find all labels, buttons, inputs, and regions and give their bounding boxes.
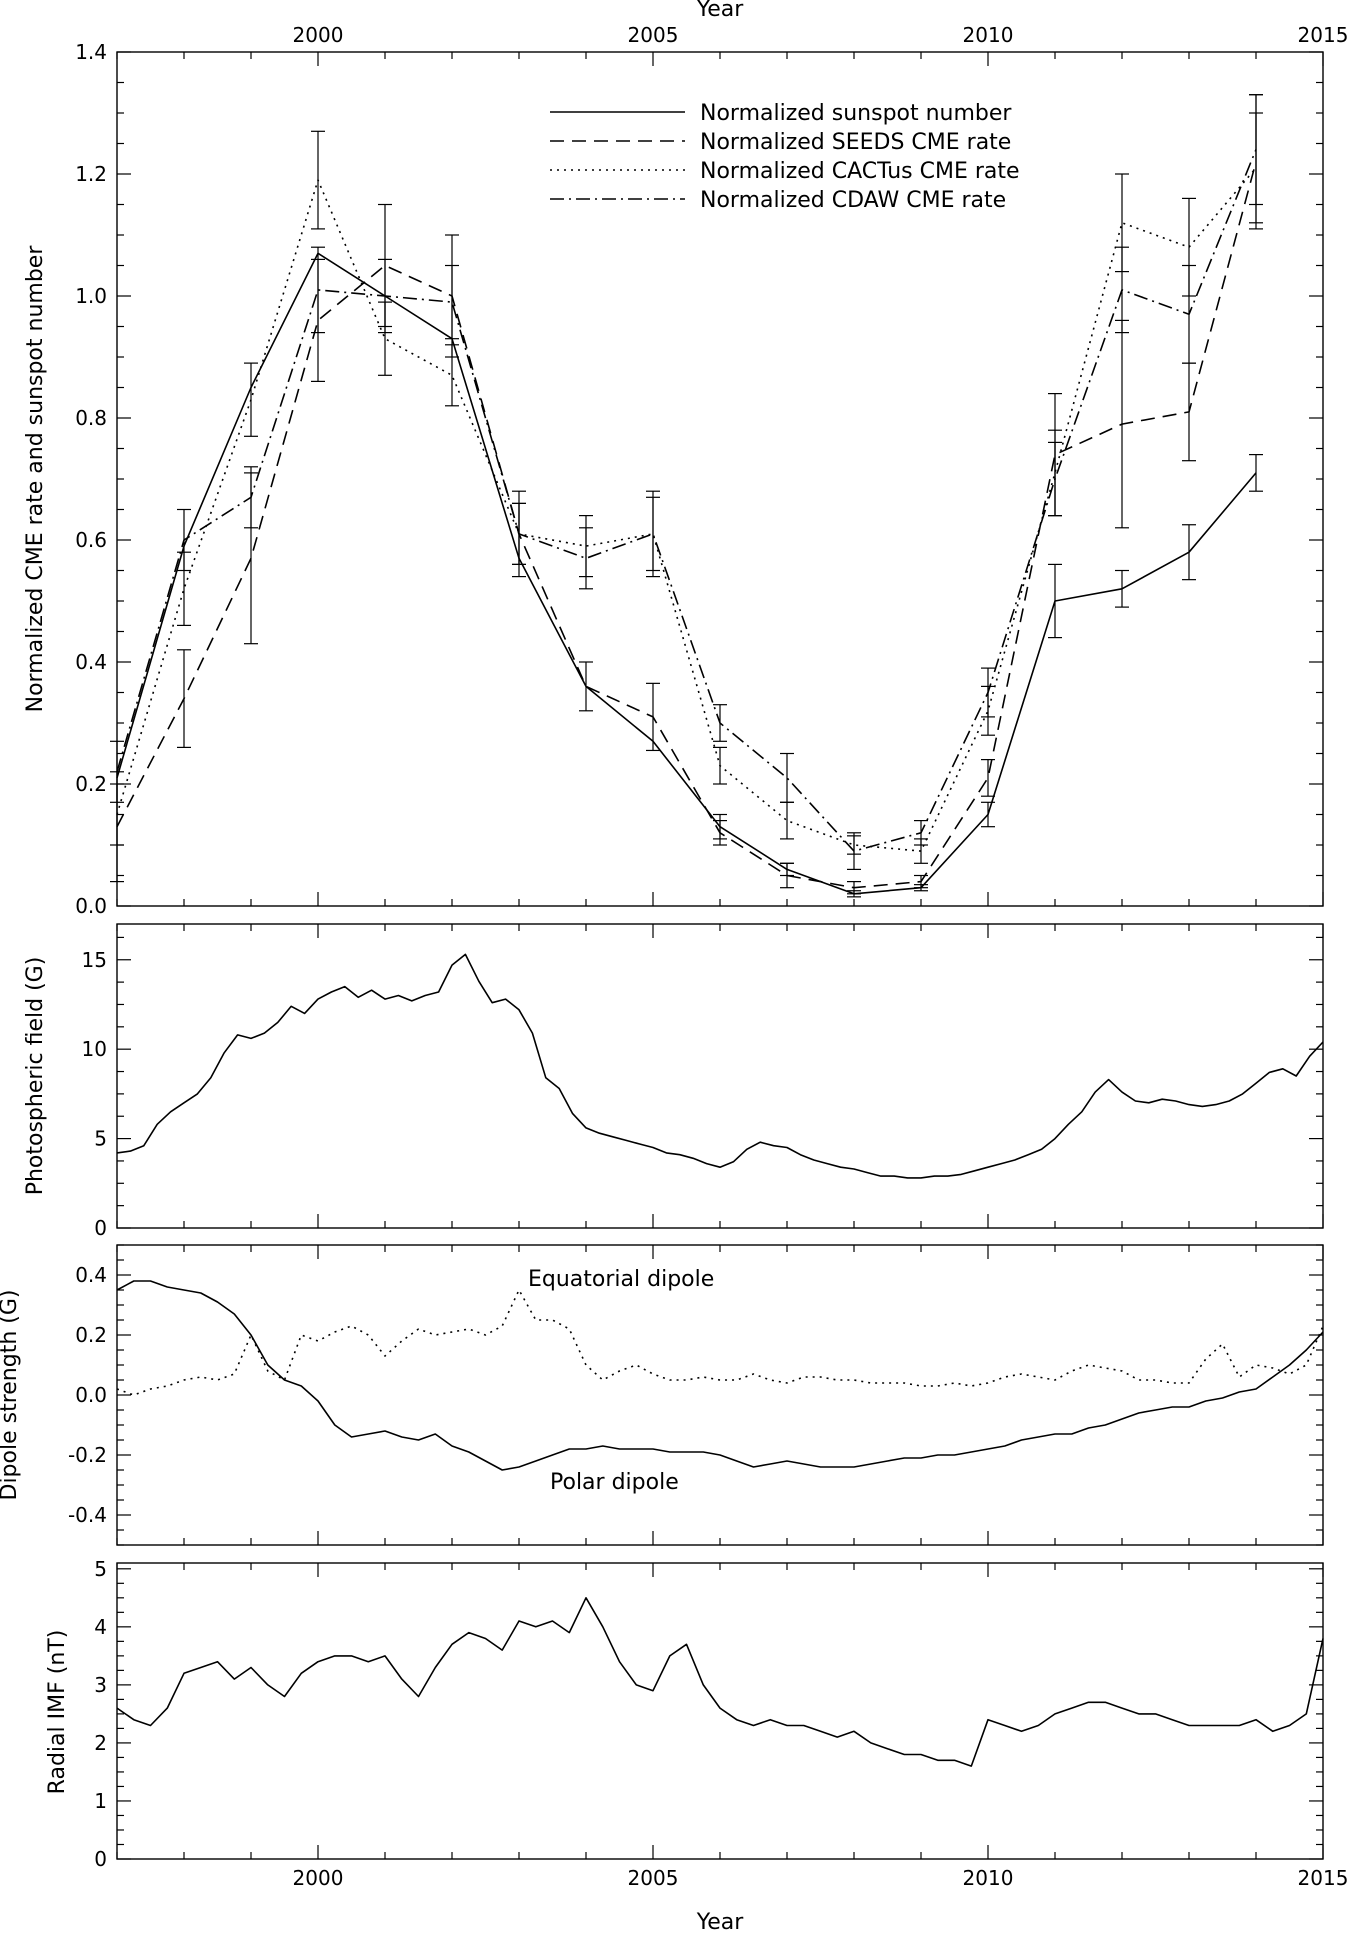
y-tick-label: 3 <box>94 1673 107 1697</box>
series-line-equatorial-dipole <box>116 1289 1324 1396</box>
panel-imf-series <box>116 1597 1324 1767</box>
x-tick-label: 2005 <box>628 1866 679 1890</box>
legend-entry: Normalized CDAW CME rate <box>700 188 1006 213</box>
y-tick-label: 0 <box>94 1216 107 1240</box>
series-line-data <box>116 953 1324 1179</box>
panel-photo-ticks: 0 5 10 15 <box>82 924 1324 1240</box>
y-tick-label: 1.0 <box>75 284 107 308</box>
panel-photo-ylabel: Photospheric field (G) <box>23 957 48 1196</box>
y-tick-label: 4 <box>94 1615 107 1639</box>
y-tick-label: 1 <box>94 1789 107 1813</box>
panel-cme-top-xlabel: Year <box>696 0 745 22</box>
y-tick-label: 0.2 <box>75 1323 107 1347</box>
x-tick-label-top: 2010 <box>963 23 1014 47</box>
panel-cme-legend: Normalized sunspot number Normalized SEED… <box>550 101 1020 213</box>
x-tick-label: 2000 <box>293 1866 344 1890</box>
panel-dipole-series <box>116 1280 1324 1471</box>
y-tick-label: 1.4 <box>75 40 107 64</box>
y-tick-label: 0.6 <box>75 528 107 552</box>
panel-cme-series <box>110 94 1263 898</box>
legend-entry: Normalized sunspot number <box>700 101 1012 126</box>
x-tick-label-top: 2015 <box>1298 23 1349 47</box>
y-tick-label: 0.4 <box>75 650 107 674</box>
panel-photo-series <box>116 953 1324 1179</box>
y-tick-label: 0 <box>94 1847 107 1871</box>
y-tick-label: 10 <box>82 1037 107 1061</box>
polar-dipole-annotation: Polar dipole <box>550 1470 679 1495</box>
panel-dipole-frame <box>116 1244 1324 1546</box>
series-line-normalized-cdaw-cme-rate <box>116 149 1257 852</box>
x-tick-label: 2015 <box>1298 1866 1349 1890</box>
y-tick-label: 0.0 <box>75 894 107 918</box>
panel-dipole-ticks: -0.4 -0.2 0.0 0.2 0.4 <box>68 1244 1324 1546</box>
equatorial-dipole-annotation: Equatorial dipole <box>528 1267 714 1292</box>
y-tick-label: 0.2 <box>75 772 107 796</box>
y-tick-label: 15 <box>82 948 107 972</box>
y-tick-label: 0.4 <box>75 1263 107 1287</box>
series-line-normalized-cactus-cme-rate <box>116 167 1257 852</box>
y-tick-label: 0.8 <box>75 406 107 430</box>
x-tick-label: 2010 <box>963 1866 1014 1890</box>
panel-dipole-ylabel: Dipole strength (G) <box>0 1290 22 1501</box>
panel-imf-frame <box>116 1562 1324 1860</box>
panel-cme-ticks: 2000 2005 2010 2015 0.0 0.2 0.4 0.6 0.8 1.0 1.2 1.4 <box>75 23 1348 918</box>
y-tick-label: -0.4 <box>68 1503 107 1527</box>
panel-cme-ylabel: Normalized CME rate and sunspot number <box>23 245 48 713</box>
series-line-polar-dipole <box>116 1280 1324 1471</box>
panel-imf-ylabel: Radial IMF (nT) <box>45 1630 70 1795</box>
x-tick-label-top: 2000 <box>293 23 344 47</box>
series-line-normalized-seeds-cme-rate <box>116 161 1257 889</box>
panel-photo-frame <box>116 923 1324 1229</box>
panel-imf-ticks: 2000 2005 2010 2015 0 1 2 3 4 5 <box>94 1557 1348 1890</box>
x-tick-label-top: 2005 <box>628 23 679 47</box>
y-tick-label: 2 <box>94 1731 107 1755</box>
y-tick-label: 5 <box>94 1557 107 1581</box>
series-line-data <box>116 1597 1324 1767</box>
series-line-normalized-sunspot-number <box>116 252 1257 895</box>
y-tick-label: 0.0 <box>75 1383 107 1407</box>
legend-entry: Normalized SEEDS CME rate <box>700 130 1011 155</box>
panel-imf-xlabel: Year <box>696 1910 745 1933</box>
y-tick-label: 5 <box>94 1127 107 1151</box>
y-tick-label: -0.2 <box>68 1443 107 1467</box>
legend-entry: Normalized CACTus CME rate <box>700 159 1020 184</box>
y-tick-label: 1.2 <box>75 162 107 186</box>
